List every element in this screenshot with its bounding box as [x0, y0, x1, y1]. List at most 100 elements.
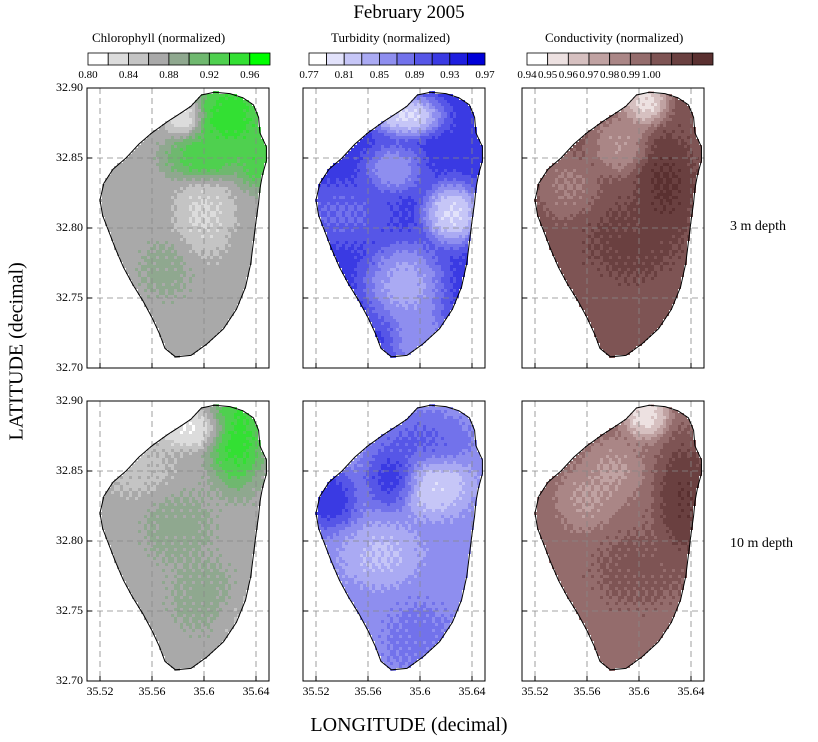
heatmap-cell [465, 103, 468, 106]
heatmap-cell [180, 196, 183, 199]
heatmap-cell [390, 139, 393, 142]
heatmap-cell [234, 142, 237, 145]
heatmap-cell [111, 211, 114, 214]
heatmap-cell [162, 259, 165, 262]
heatmap-cell [426, 187, 429, 190]
heatmap-cell [165, 271, 168, 274]
heatmap-cell [369, 133, 372, 136]
heatmap-cell [171, 163, 174, 166]
heatmap-cell [165, 217, 168, 220]
heatmap-cell [222, 157, 225, 160]
heatmap-cell [342, 202, 345, 205]
heatmap-cell [249, 196, 252, 199]
heatmap-cell [411, 196, 414, 199]
heatmap-cell [141, 235, 144, 238]
heatmap-cell [348, 157, 351, 160]
heatmap-cell [450, 133, 453, 136]
heatmap-cell [429, 124, 432, 127]
heatmap-cell [474, 163, 477, 166]
heatmap-cell [477, 142, 480, 145]
heatmap-cell [228, 205, 231, 208]
heatmap-cell [468, 208, 471, 211]
heatmap-cell [408, 142, 411, 145]
heatmap-cell [228, 127, 231, 130]
heatmap-cell [231, 280, 234, 283]
heatmap-cell [144, 208, 147, 211]
heatmap-cell [126, 187, 129, 190]
heatmap-cell [417, 136, 420, 139]
heatmap-cell [438, 160, 441, 163]
heatmap-cell [225, 217, 228, 220]
heatmap-cell [357, 175, 360, 178]
heatmap-cell [255, 187, 258, 190]
heatmap-cell [132, 217, 135, 220]
heatmap-cell [237, 280, 240, 283]
heatmap-cell [408, 169, 411, 172]
heatmap-cell [192, 154, 195, 157]
heatmap-cell [150, 301, 153, 304]
heatmap-cell [180, 349, 183, 352]
heatmap-cell [219, 118, 222, 121]
heatmap-cell [390, 133, 393, 136]
heatmap-cell [174, 217, 177, 220]
heatmap-cell [201, 244, 204, 247]
heatmap-cell [135, 154, 138, 157]
heatmap-cell [180, 331, 183, 334]
heatmap-cell [369, 136, 372, 139]
heatmap-cell [210, 208, 213, 211]
heatmap-cell [375, 193, 378, 196]
heatmap-cell [162, 313, 165, 316]
heatmap-cell [180, 124, 183, 127]
heatmap-cell [138, 175, 141, 178]
heatmap-cell [468, 151, 471, 154]
heatmap-cell [126, 223, 129, 226]
heatmap-cell [135, 235, 138, 238]
heatmap-cell [258, 160, 261, 163]
heatmap-cell [438, 199, 441, 202]
heatmap-cell [192, 307, 195, 310]
heatmap-cell [174, 175, 177, 178]
heatmap-cell [207, 205, 210, 208]
heatmap-cell [381, 208, 384, 211]
heatmap-cell [411, 166, 414, 169]
heatmap-cell [360, 139, 363, 142]
heatmap-cell [147, 148, 150, 151]
heatmap-cell [126, 211, 129, 214]
heatmap-cell [111, 178, 114, 181]
heatmap-cell [228, 133, 231, 136]
heatmap-cell [198, 208, 201, 211]
heatmap-cell [426, 145, 429, 148]
heatmap-cell [342, 172, 345, 175]
heatmap-cell [174, 337, 177, 340]
heatmap-cell [210, 211, 213, 214]
heatmap-cell [423, 178, 426, 181]
heatmap-cell [171, 130, 174, 133]
heatmap-cell [183, 196, 186, 199]
heatmap-cell [129, 190, 132, 193]
heatmap-cell [183, 235, 186, 238]
heatmap-cell [453, 151, 456, 154]
heatmap-cell [117, 232, 120, 235]
heatmap-cell [198, 322, 201, 325]
heatmap-cell [255, 127, 258, 130]
heatmap-cell [114, 220, 117, 223]
heatmap-cell [126, 241, 129, 244]
heatmap-cell [219, 220, 222, 223]
heatmap-cell [243, 229, 246, 232]
heatmap-cell [135, 232, 138, 235]
heatmap-cell [456, 136, 459, 139]
heatmap-cell [225, 289, 228, 292]
heatmap-cell [144, 178, 147, 181]
heatmap-cell [204, 229, 207, 232]
heatmap-cell [210, 181, 213, 184]
heatmap-cell [162, 295, 165, 298]
heatmap-cell [120, 223, 123, 226]
heatmap-cell [135, 175, 138, 178]
heatmap-cell [180, 244, 183, 247]
heatmap-cell [396, 151, 399, 154]
heatmap-cell [249, 250, 252, 253]
heatmap-cell [336, 172, 339, 175]
heatmap-cell [465, 172, 468, 175]
heatmap-cell [354, 187, 357, 190]
heatmap-cell [144, 238, 147, 241]
